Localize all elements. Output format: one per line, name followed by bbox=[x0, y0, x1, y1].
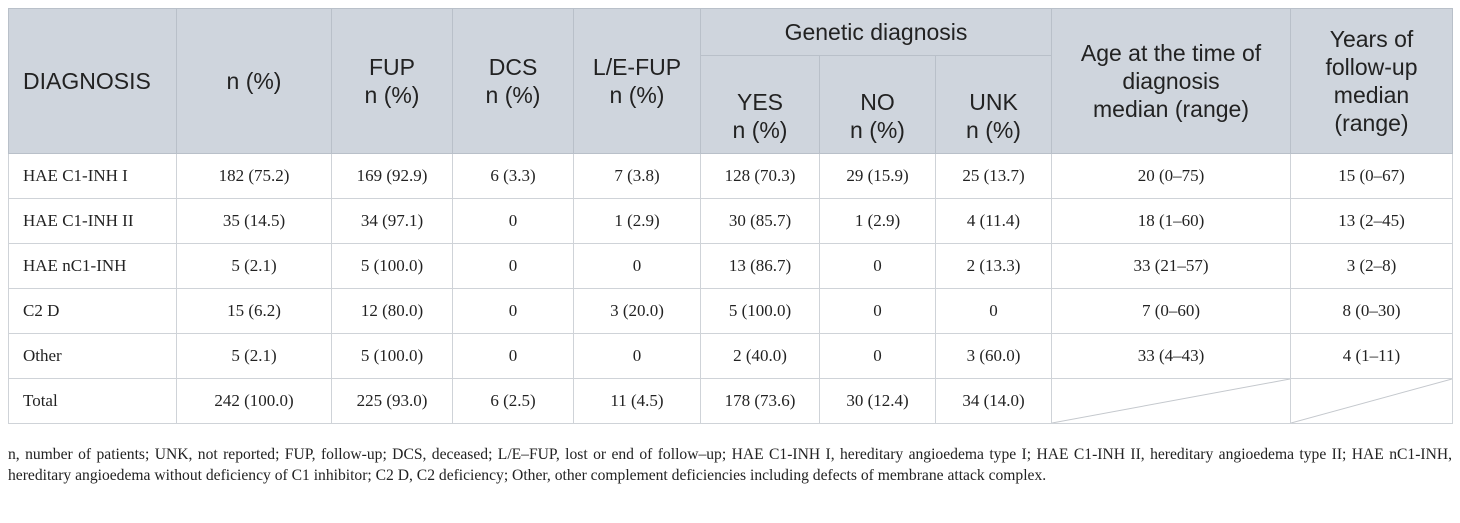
diagonal-slash bbox=[1291, 379, 1452, 423]
cell-n: 182 (75.2) bbox=[176, 153, 332, 199]
row-label: HAE C1-INH I bbox=[8, 153, 177, 199]
cell-fup: 34 (97.1) bbox=[331, 198, 453, 244]
cell-dcs: 6 (2.5) bbox=[452, 378, 574, 424]
cell-lefup: 3 (20.0) bbox=[573, 288, 701, 334]
header-diagnosis: DIAGNOSIS bbox=[8, 8, 177, 154]
cell-n: 15 (6.2) bbox=[176, 288, 332, 334]
cell-years: 3 (2–8) bbox=[1290, 243, 1453, 289]
cell-lefup: 1 (2.9) bbox=[573, 198, 701, 244]
table-row: HAE nC1-INH 5 (2.1) 5 (100.0) 0 0 13 (86… bbox=[8, 243, 1453, 289]
cell-fup: 5 (100.0) bbox=[331, 243, 453, 289]
cell-dcs: 0 bbox=[452, 243, 574, 289]
cell-fup: 169 (92.9) bbox=[331, 153, 453, 199]
cell-n: 5 (2.1) bbox=[176, 243, 332, 289]
cell-yes: 5 (100.0) bbox=[700, 288, 820, 334]
cell-age: 33 (4–43) bbox=[1051, 333, 1291, 379]
data-table: DIAGNOSIS n (%) FUP n (%) DCS n (%) L/E-FU… bbox=[8, 8, 1453, 424]
header-yes: YES n (%) bbox=[700, 55, 820, 154]
cell-no: 30 (12.4) bbox=[819, 378, 936, 424]
cell-unk: 3 (60.0) bbox=[935, 333, 1052, 379]
table-row: HAE C1-INH II 35 (14.5) 34 (97.1) 0 1 (2… bbox=[8, 198, 1453, 244]
cell-no: 0 bbox=[819, 243, 936, 289]
header-lefup: L/E-FUP n (%) bbox=[573, 8, 701, 154]
cell-n: 242 (100.0) bbox=[176, 378, 332, 424]
cell-yes: 13 (86.7) bbox=[700, 243, 820, 289]
cell-lefup: 7 (3.8) bbox=[573, 153, 701, 199]
row-label: C2 D bbox=[8, 288, 177, 334]
header-genetic-diagnosis: Genetic diagnosis bbox=[700, 8, 1052, 56]
cell-dcs: 0 bbox=[452, 288, 574, 334]
cell-yes: 128 (70.3) bbox=[700, 153, 820, 199]
row-label: Other bbox=[8, 333, 177, 379]
cell-fup: 225 (93.0) bbox=[331, 378, 453, 424]
cell-age-empty bbox=[1051, 378, 1291, 424]
cell-no: 0 bbox=[819, 333, 936, 379]
cell-dcs: 0 bbox=[452, 198, 574, 244]
table-row: HAE C1-INH I 182 (75.2) 169 (92.9) 6 (3.… bbox=[8, 153, 1453, 199]
cell-no: 0 bbox=[819, 288, 936, 334]
cell-unk: 0 bbox=[935, 288, 1052, 334]
cell-lefup: 0 bbox=[573, 333, 701, 379]
header-unk: UNK n (%) bbox=[935, 55, 1052, 154]
cell-dcs: 6 (3.3) bbox=[452, 153, 574, 199]
diagonal-slash bbox=[1052, 379, 1290, 423]
row-label: HAE C1-INH II bbox=[8, 198, 177, 244]
header-dcs: DCS n (%) bbox=[452, 8, 574, 154]
cell-unk: 2 (13.3) bbox=[935, 243, 1052, 289]
table-row: Other 5 (2.1) 5 (100.0) 0 0 2 (40.0) 0 3… bbox=[8, 333, 1453, 379]
header-years-follow-up: Years of follow-up median (range) bbox=[1290, 8, 1453, 154]
cell-yes: 30 (85.7) bbox=[700, 198, 820, 244]
header-fup: FUP n (%) bbox=[331, 8, 453, 154]
cell-lefup: 0 bbox=[573, 243, 701, 289]
header-no: NO n (%) bbox=[819, 55, 936, 154]
cell-lefup: 11 (4.5) bbox=[573, 378, 701, 424]
cell-n: 5 (2.1) bbox=[176, 333, 332, 379]
header-age: Age at the time of diagnosis median (range… bbox=[1051, 8, 1291, 154]
cell-fup: 5 (100.0) bbox=[331, 333, 453, 379]
cell-no: 1 (2.9) bbox=[819, 198, 936, 244]
cell-age: 18 (1–60) bbox=[1051, 198, 1291, 244]
cell-yes: 2 (40.0) bbox=[700, 333, 820, 379]
cell-unk: 25 (13.7) bbox=[935, 153, 1052, 199]
cell-years: 15 (0–67) bbox=[1290, 153, 1453, 199]
cell-years-empty bbox=[1290, 378, 1453, 424]
header-n: n (%) bbox=[176, 8, 332, 154]
cell-years: 13 (2–45) bbox=[1290, 198, 1453, 244]
table-row-total: Total 242 (100.0) 225 (93.0) 6 (2.5) 11 … bbox=[8, 378, 1453, 424]
cell-dcs: 0 bbox=[452, 333, 574, 379]
cell-yes: 178 (73.6) bbox=[700, 378, 820, 424]
cell-unk: 34 (14.0) bbox=[935, 378, 1052, 424]
cell-n: 35 (14.5) bbox=[176, 198, 332, 244]
table-row: C2 D 15 (6.2) 12 (80.0) 0 3 (20.0) 5 (10… bbox=[8, 288, 1453, 334]
cell-no: 29 (15.9) bbox=[819, 153, 936, 199]
row-label: Total bbox=[8, 378, 177, 424]
row-label: HAE nC1-INH bbox=[8, 243, 177, 289]
cell-age: 20 (0–75) bbox=[1051, 153, 1291, 199]
cell-fup: 12 (80.0) bbox=[331, 288, 453, 334]
cell-years: 4 (1–11) bbox=[1290, 333, 1453, 379]
cell-age: 7 (0–60) bbox=[1051, 288, 1291, 334]
cell-unk: 4 (11.4) bbox=[935, 198, 1052, 244]
table-footnote: n, number of patients; UNK, not reported… bbox=[8, 446, 1452, 484]
cell-years: 8 (0–30) bbox=[1290, 288, 1453, 334]
cell-age: 33 (21–57) bbox=[1051, 243, 1291, 289]
